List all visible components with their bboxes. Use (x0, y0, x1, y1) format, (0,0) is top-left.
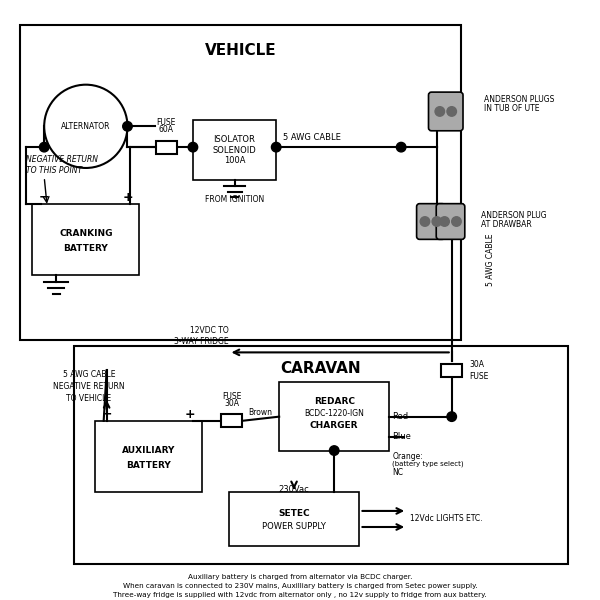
Text: ANDERSON PLUG: ANDERSON PLUG (481, 211, 547, 220)
Text: Three-way fridge is supplied with 12vdc from alternator only , no 12v supply to : Three-way fridge is supplied with 12vdc … (113, 592, 487, 598)
Circle shape (440, 217, 449, 226)
Text: CARAVAN: CARAVAN (281, 361, 361, 376)
Circle shape (40, 142, 49, 152)
Text: −: − (39, 191, 49, 203)
Circle shape (452, 217, 461, 226)
Text: IN TUB OF UTE: IN TUB OF UTE (484, 104, 540, 113)
Text: Red: Red (392, 412, 409, 421)
Text: 30A: 30A (470, 360, 485, 369)
Text: 5 AWG CABLE: 5 AWG CABLE (486, 234, 495, 286)
Text: POWER SUPPLY: POWER SUPPLY (262, 522, 326, 531)
Text: Brown: Brown (249, 407, 273, 416)
Text: ISOLATOR: ISOLATOR (214, 135, 256, 144)
Text: BATTERY: BATTERY (126, 461, 170, 470)
Circle shape (271, 142, 281, 152)
Text: BCDC-1220-IGN: BCDC-1220-IGN (304, 409, 364, 418)
Text: 100A: 100A (224, 157, 245, 166)
FancyBboxPatch shape (441, 364, 462, 377)
Circle shape (447, 412, 457, 421)
Text: CRANKING: CRANKING (59, 229, 113, 238)
Circle shape (420, 217, 430, 226)
FancyBboxPatch shape (193, 121, 276, 180)
Text: REDARC: REDARC (314, 397, 355, 406)
Text: 5 AWG CABLE
NEGATIVE RETURN
TO VEHICLE: 5 AWG CABLE NEGATIVE RETURN TO VEHICLE (53, 370, 125, 403)
Text: VEHICLE: VEHICLE (205, 43, 277, 58)
Text: +: + (122, 191, 133, 203)
Text: 60A: 60A (158, 125, 173, 134)
Circle shape (432, 217, 442, 226)
Circle shape (447, 107, 457, 116)
Text: Orange:: Orange: (392, 452, 423, 461)
Text: FROM IGNITION: FROM IGNITION (205, 195, 264, 204)
Circle shape (435, 107, 445, 116)
FancyBboxPatch shape (436, 203, 465, 239)
FancyBboxPatch shape (95, 421, 202, 492)
Text: SOLENOID: SOLENOID (212, 146, 256, 155)
Circle shape (123, 122, 132, 131)
Text: 12VDC TO
3-WAY FRIDGE: 12VDC TO 3-WAY FRIDGE (174, 326, 229, 346)
Text: NC: NC (392, 468, 403, 477)
Circle shape (188, 142, 197, 152)
Text: AT DRAWBAR: AT DRAWBAR (481, 220, 532, 229)
Text: SETEC: SETEC (278, 509, 310, 518)
Circle shape (44, 85, 127, 168)
Text: AUXILIARY: AUXILIARY (122, 446, 175, 455)
Circle shape (397, 142, 406, 152)
Text: CHARGER: CHARGER (310, 421, 358, 430)
Circle shape (329, 446, 339, 455)
Text: 230Vac: 230Vac (278, 485, 310, 494)
FancyBboxPatch shape (229, 492, 359, 546)
Text: 30A: 30A (224, 399, 239, 408)
FancyBboxPatch shape (74, 346, 568, 563)
FancyBboxPatch shape (32, 203, 139, 275)
Text: FUSE: FUSE (470, 371, 489, 380)
Text: 5 AWG CABLE: 5 AWG CABLE (283, 133, 341, 142)
Text: When caravan is connected to 230V mains, Auxilliary battery is charged from Sete: When caravan is connected to 230V mains,… (122, 583, 478, 589)
FancyBboxPatch shape (221, 414, 242, 427)
FancyBboxPatch shape (20, 25, 461, 340)
Text: 12Vdc LIGHTS ETC.: 12Vdc LIGHTS ETC. (410, 514, 482, 523)
Text: Blue: Blue (392, 433, 411, 442)
FancyBboxPatch shape (416, 203, 445, 239)
Text: −: − (101, 408, 112, 421)
FancyBboxPatch shape (428, 92, 463, 131)
Text: +: + (185, 408, 195, 421)
Text: (battery type select): (battery type select) (392, 461, 464, 467)
Text: Auxiliary battery is charged from alternator via BCDC charger.: Auxiliary battery is charged from altern… (188, 574, 412, 580)
Text: ANDERSON PLUGS: ANDERSON PLUGS (484, 95, 555, 104)
Text: NEGATIVE RETURN
TO THIS POINT: NEGATIVE RETURN TO THIS POINT (26, 155, 98, 175)
FancyBboxPatch shape (279, 382, 389, 451)
Text: ALTERNATOR: ALTERNATOR (61, 122, 110, 131)
Text: BATTERY: BATTERY (64, 244, 108, 253)
Text: FUSE: FUSE (157, 118, 176, 127)
Text: FUSE: FUSE (222, 392, 241, 401)
FancyBboxPatch shape (156, 140, 176, 154)
